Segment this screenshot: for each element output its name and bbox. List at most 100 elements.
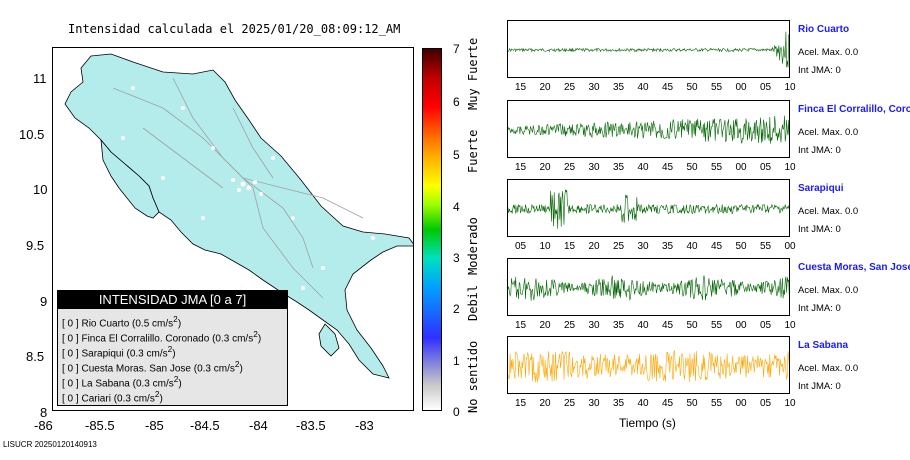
jma-colorbar [422,48,442,411]
seismogram-panel[interactable] [507,100,790,158]
waveform-trace [508,275,789,301]
station-name-link[interactable]: Cuesta Moras, San Jose [798,262,910,273]
time-tick: 05 [760,162,772,173]
legend-row: [ 0 ] Finca El Corralillo. Coronado (0.3… [62,329,262,345]
station-name-link[interactable]: Rio Cuarto [798,24,850,35]
colorbar-word: Muy Fuerte [466,37,480,110]
time-tick: 40 [637,82,649,93]
waveform-trace [508,189,789,229]
time-tick: 05 [515,241,527,252]
time-tick: 20 [539,320,551,331]
osa-peninsula [318,323,340,357]
colorbar-level: 7 [453,42,460,56]
waveform-trace [508,115,789,144]
intensity-legend: INTENSIDAD JMA [0 a 7] [ 0 ] Rio Cuarto … [57,290,288,406]
legend-row: [ 0 ] Sarapiqui (0.3 cm/s2) [62,344,176,360]
time-tick: 15 [515,162,527,173]
time-tick: 50 [686,162,698,173]
time-tick: 05 [760,398,772,409]
legend-row: [ 0 ] La Sabana (0.3 cm/s2) [62,374,182,390]
seismogram-panel[interactable] [507,179,790,237]
lat-tick: 9.5 [26,238,45,253]
road-network [112,77,364,299]
time-tick: 50 [735,241,747,252]
time-tick: 35 [613,162,625,173]
costa-rica-map-svg [64,53,413,379]
lon-tick: -83 [355,418,374,433]
seismogram-panel[interactable] [507,258,790,316]
station-jma-intensity: Int JMA: 0 [798,224,841,235]
lat-tick: 9 [40,294,48,309]
seismogram-panel[interactable] [507,20,790,78]
time-tick: 35 [613,320,625,331]
time-tick: 25 [564,320,576,331]
time-tick: 30 [588,162,600,173]
seismogram-panel[interactable] [507,336,790,394]
lon-tick: -85.5 [85,418,115,433]
legend-header: INTENSIDAD JMA [0 a 7] [58,291,287,309]
station-max-accel: Acel. Max. 0.0 [798,127,859,138]
time-tick: 45 [662,320,674,331]
time-tick: 20 [539,398,551,409]
waveform-svg [508,349,789,383]
colorbar-word: Debil [466,284,480,321]
time-tick: 20 [588,241,600,252]
lat-tick: 11 [33,71,47,86]
time-tick: 15 [515,398,527,409]
colorbar-level: 4 [453,200,460,214]
lon-tick: -85 [145,418,164,433]
time-tick: 35 [613,398,625,409]
time-tick: 10 [784,162,796,173]
time-tick: 05 [760,82,772,93]
waveform-svg [508,31,789,68]
station-name-link[interactable]: La Sabana [798,340,849,351]
station-name-link[interactable]: Finca El Corralillo, Coronado [798,104,910,115]
time-tick: 55 [711,82,723,93]
colorbar-level: 5 [453,148,460,162]
time-tick: 00 [735,398,747,409]
station-max-accel: Acel. Max. 0.0 [798,47,859,58]
nicoya-peninsula [100,138,160,219]
time-tick: 40 [637,320,649,331]
time-tick: 00 [735,162,747,173]
legend-row: [ 0 ] Rio Cuarto (0.5 cm/s2) [62,314,182,330]
waveform-svg [508,189,789,229]
time-tick: 10 [784,398,796,409]
station-jma-intensity: Int JMA: 0 [798,303,841,314]
time-tick: 30 [637,241,649,252]
time-axis-label: Tiempo (s) [619,416,676,430]
time-tick: 25 [564,398,576,409]
time-tick: 35 [613,82,625,93]
time-tick: 20 [539,162,551,173]
time-tick: 30 [588,82,600,93]
time-tick: 10 [784,320,796,331]
time-tick: 10 [784,82,796,93]
colorbar-level: 1 [453,354,460,368]
legend-row: [ 0 ] Cuesta Moras. San Jose (0.3 cm/s2) [62,359,243,375]
time-tick: 45 [711,241,723,252]
time-tick: 25 [564,82,576,93]
time-tick: 05 [760,320,772,331]
colorbar-word: No sentido [466,340,480,413]
time-tick: 15 [515,82,527,93]
time-tick: 45 [662,398,674,409]
waveform-svg [508,275,789,301]
lat-tick: 8.5 [26,349,45,364]
time-tick: 25 [564,162,576,173]
lon-tick: -83.5 [296,418,326,433]
time-tick: 50 [686,398,698,409]
lon-tick: -84.5 [190,418,220,433]
time-tick: 40 [686,241,698,252]
waveform-trace [508,31,789,68]
lat-tick: 10.5 [19,127,45,142]
time-tick: 00 [735,82,747,93]
waveform-trace [508,349,789,383]
lat-tick: 8 [40,405,48,420]
waveform-svg [508,115,789,144]
station-name-link[interactable]: Sarapiqui [798,183,844,194]
time-tick: 55 [711,320,723,331]
map-title: Intensidad calculada el 2025/01/20_08:09… [68,22,401,36]
time-tick: 30 [588,320,600,331]
lat-tick: 10 [33,182,48,197]
station-jma-intensity: Int JMA: 0 [798,145,841,156]
